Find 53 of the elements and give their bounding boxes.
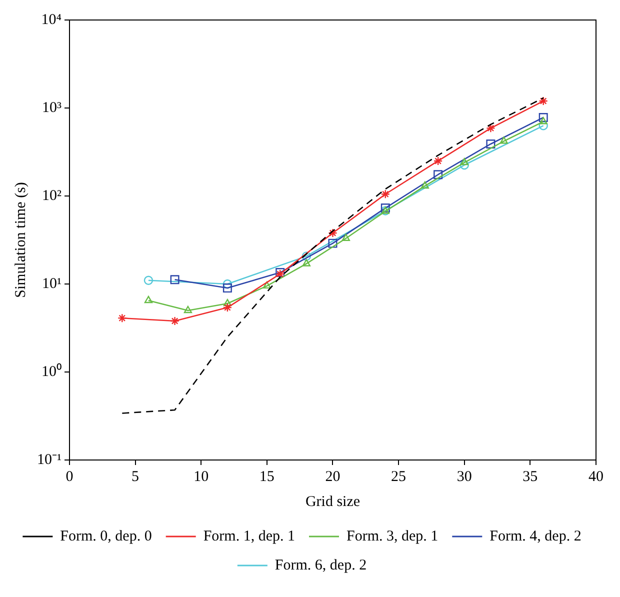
x-tick-label: 0: [66, 468, 74, 485]
point: [538, 96, 548, 106]
x-tick-label: 35: [522, 468, 538, 485]
x-tick-label: 15: [259, 468, 274, 485]
point: [328, 238, 338, 248]
point: [302, 259, 310, 266]
point: [538, 121, 548, 130]
point: [222, 279, 232, 289]
x-axis-title: Grid size: [305, 494, 360, 510]
point: [486, 124, 496, 133]
point: [118, 313, 127, 323]
point: [144, 296, 153, 304]
point: [434, 170, 443, 180]
point: [538, 113, 548, 122]
point: [170, 275, 180, 284]
point: [222, 302, 232, 312]
point: [433, 156, 443, 166]
y-tick-label: 10⁰: [41, 362, 62, 380]
point: [144, 276, 154, 285]
y-axis-title: Simulation time (s): [12, 182, 29, 298]
point: [486, 139, 496, 148]
line-series: [122, 97, 544, 414]
x-tick-label: 30: [456, 468, 472, 485]
y-tick-label: 10²: [42, 188, 62, 204]
x-tick-label: 10: [194, 468, 209, 485]
legend-label: Form. 1, dep. 1: [203, 528, 296, 544]
y-tick-label: 10¹: [42, 276, 62, 292]
point: [539, 117, 548, 124]
point: [262, 281, 271, 289]
x-tick-label: 25: [391, 468, 406, 485]
point: [223, 298, 232, 306]
point: [184, 306, 192, 314]
legend-label: Form. 3, dep. 1: [346, 528, 438, 544]
point: [500, 136, 508, 144]
x-tick-label: 5: [132, 468, 140, 485]
y-tick-label: 10³: [42, 100, 62, 116]
point: [170, 316, 180, 326]
point: [380, 204, 390, 213]
x-tick-label: 20: [325, 468, 340, 485]
point: [380, 190, 390, 199]
point: [460, 158, 468, 166]
point: [302, 252, 312, 261]
x-tick-label: 40: [588, 468, 604, 485]
point: [460, 160, 469, 170]
point: [222, 284, 232, 293]
point: [342, 234, 350, 241]
point: [420, 181, 429, 189]
legend-label: Form. 4, dep. 2: [490, 528, 582, 544]
legend-label: Form. 0, dep. 0: [60, 528, 152, 544]
legend-label: Form. 6, dep. 2: [274, 557, 367, 574]
y-tick-label: 10⁻¹: [36, 452, 62, 468]
y-tick-label: 10⁴: [41, 12, 62, 28]
point: [328, 228, 338, 238]
